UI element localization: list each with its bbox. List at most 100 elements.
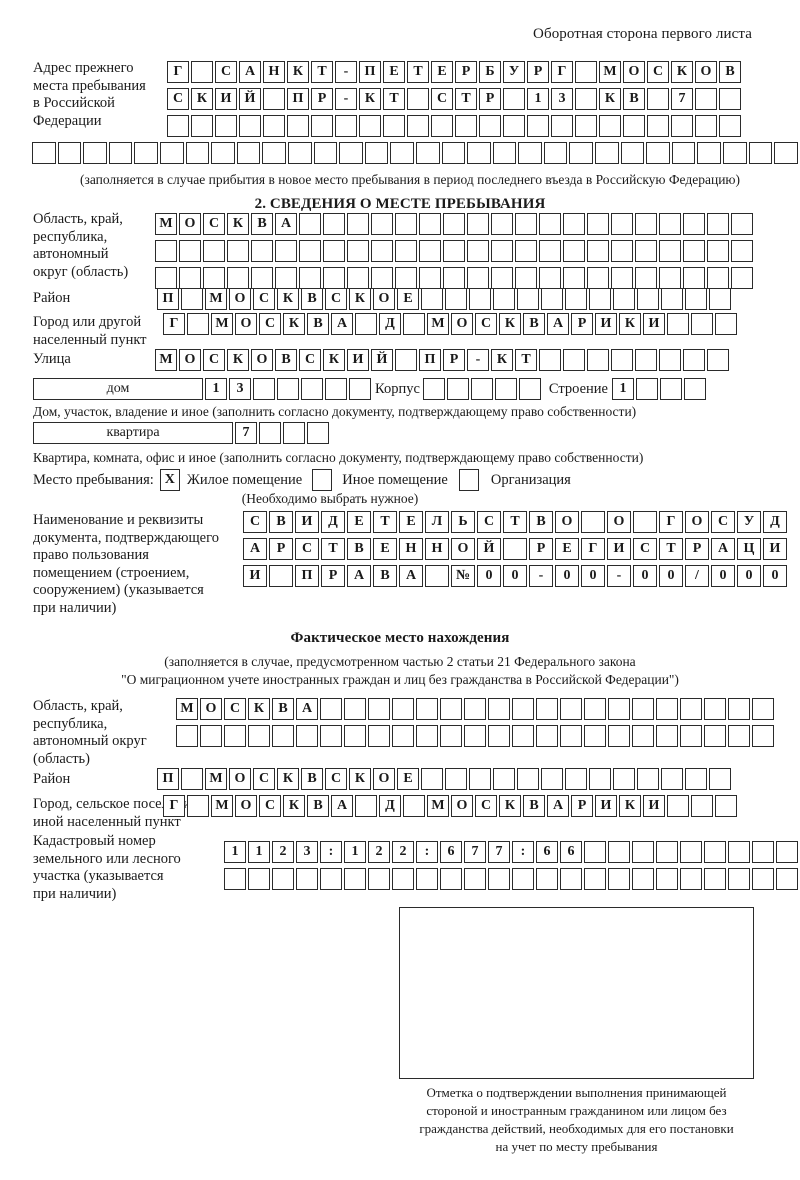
input-cell[interactable] bbox=[311, 115, 333, 137]
input-cell[interactable]: С bbox=[243, 511, 267, 533]
input-cell[interactable] bbox=[443, 267, 465, 289]
input-cell[interactable] bbox=[299, 240, 321, 262]
input-cell[interactable]: П bbox=[157, 768, 179, 790]
input-cell[interactable] bbox=[416, 725, 438, 747]
input-cell[interactable]: Е bbox=[397, 288, 419, 310]
input-cell[interactable]: С bbox=[475, 795, 497, 817]
input-cell[interactable] bbox=[659, 378, 682, 400]
input-cell[interactable] bbox=[347, 213, 369, 235]
input-cell[interactable]: Н bbox=[263, 61, 285, 83]
input-cell[interactable] bbox=[239, 115, 261, 137]
input-cell[interactable] bbox=[467, 213, 489, 235]
input-cell[interactable] bbox=[707, 213, 729, 235]
input-cell[interactable] bbox=[191, 115, 213, 137]
input-cell[interactable]: 1 bbox=[205, 378, 227, 400]
input-cell[interactable] bbox=[368, 725, 390, 747]
input-cell[interactable]: Е bbox=[397, 768, 419, 790]
input-cell[interactable] bbox=[691, 313, 713, 335]
input-cell[interactable] bbox=[395, 213, 417, 235]
input-cell[interactable] bbox=[680, 868, 702, 890]
input-cell[interactable] bbox=[443, 213, 465, 235]
input-cell[interactable]: К bbox=[191, 88, 213, 110]
input-cell[interactable]: Е bbox=[383, 61, 405, 83]
input-cell[interactable]: А bbox=[296, 698, 318, 720]
input-cell[interactable]: Д bbox=[379, 795, 401, 817]
input-cell[interactable]: 0 bbox=[659, 565, 683, 587]
input-cell[interactable]: П bbox=[287, 88, 309, 110]
input-cell[interactable] bbox=[575, 61, 597, 83]
input-cell[interactable]: И bbox=[763, 538, 787, 560]
input-cell[interactable]: К bbox=[499, 313, 521, 335]
input-cell[interactable]: Е bbox=[373, 538, 397, 560]
input-cell[interactable]: М bbox=[176, 698, 198, 720]
input-cell[interactable] bbox=[467, 267, 489, 289]
input-cell[interactable]: А bbox=[275, 213, 297, 235]
input-cell[interactable]: Е bbox=[555, 538, 579, 560]
input-cell[interactable]: Т bbox=[311, 61, 333, 83]
input-cell[interactable] bbox=[301, 378, 323, 400]
input-cell[interactable] bbox=[635, 213, 657, 235]
input-cell[interactable]: А bbox=[399, 565, 423, 587]
prev-address-row-3[interactable] bbox=[167, 115, 741, 137]
input-cell[interactable] bbox=[536, 725, 558, 747]
input-cell[interactable]: С bbox=[167, 88, 189, 110]
input-cell[interactable]: Л bbox=[425, 511, 449, 533]
input-cell[interactable] bbox=[656, 841, 678, 863]
input-cell[interactable] bbox=[347, 267, 369, 289]
input-cell[interactable] bbox=[560, 698, 582, 720]
input-cell[interactable]: К bbox=[283, 795, 305, 817]
input-cell[interactable] bbox=[371, 213, 393, 235]
input-cell[interactable]: К bbox=[491, 349, 513, 371]
input-cell[interactable] bbox=[563, 213, 585, 235]
input-cell[interactable]: И bbox=[595, 313, 617, 335]
input-cell[interactable] bbox=[581, 511, 605, 533]
input-cell[interactable] bbox=[416, 698, 438, 720]
input-cell[interactable]: К bbox=[499, 795, 521, 817]
input-cell[interactable] bbox=[656, 698, 678, 720]
input-cell[interactable] bbox=[251, 240, 273, 262]
input-cell[interactable] bbox=[467, 142, 491, 164]
input-cell[interactable] bbox=[680, 698, 702, 720]
input-cell[interactable]: - bbox=[607, 565, 631, 587]
input-cell[interactable] bbox=[344, 725, 366, 747]
input-cell[interactable] bbox=[635, 240, 657, 262]
input-cell[interactable] bbox=[251, 267, 273, 289]
input-cell[interactable] bbox=[421, 768, 443, 790]
input-cell[interactable]: Г bbox=[581, 538, 605, 560]
input-cell[interactable] bbox=[632, 841, 654, 863]
input-cell[interactable] bbox=[236, 142, 261, 164]
input-cell[interactable] bbox=[646, 142, 670, 164]
input-cell[interactable] bbox=[187, 313, 209, 335]
input-cell[interactable] bbox=[335, 115, 357, 137]
input-cell[interactable] bbox=[517, 768, 539, 790]
input-cell[interactable]: Е bbox=[347, 511, 371, 533]
input-cell[interactable]: 1 bbox=[344, 841, 366, 863]
input-cell[interactable] bbox=[707, 267, 729, 289]
input-cell[interactable] bbox=[623, 115, 645, 137]
input-cell[interactable] bbox=[752, 841, 774, 863]
input-cell[interactable] bbox=[422, 378, 445, 400]
input-cell[interactable] bbox=[181, 288, 203, 310]
input-cell[interactable] bbox=[108, 142, 133, 164]
input-cell[interactable] bbox=[296, 725, 318, 747]
input-cell[interactable] bbox=[589, 768, 611, 790]
input-cell[interactable] bbox=[584, 841, 606, 863]
input-cell[interactable] bbox=[479, 115, 501, 137]
input-cell[interactable] bbox=[371, 267, 393, 289]
input-cell[interactable]: Г bbox=[659, 511, 683, 533]
input-cell[interactable] bbox=[715, 795, 737, 817]
input-cell[interactable] bbox=[488, 725, 510, 747]
input-cell[interactable]: С bbox=[325, 768, 347, 790]
input-cell[interactable]: 2 bbox=[392, 841, 414, 863]
input-cell[interactable] bbox=[515, 240, 537, 262]
input-cell[interactable]: Й bbox=[371, 349, 393, 371]
input-cell[interactable]: Б bbox=[479, 61, 501, 83]
input-cell[interactable]: 0 bbox=[633, 565, 657, 587]
input-cell[interactable]: 3 bbox=[296, 841, 318, 863]
input-cell[interactable]: 1 bbox=[611, 378, 634, 400]
input-cell[interactable]: М bbox=[155, 213, 177, 235]
input-cell[interactable] bbox=[364, 142, 389, 164]
input-cell[interactable] bbox=[659, 349, 681, 371]
input-cell[interactable] bbox=[488, 868, 510, 890]
